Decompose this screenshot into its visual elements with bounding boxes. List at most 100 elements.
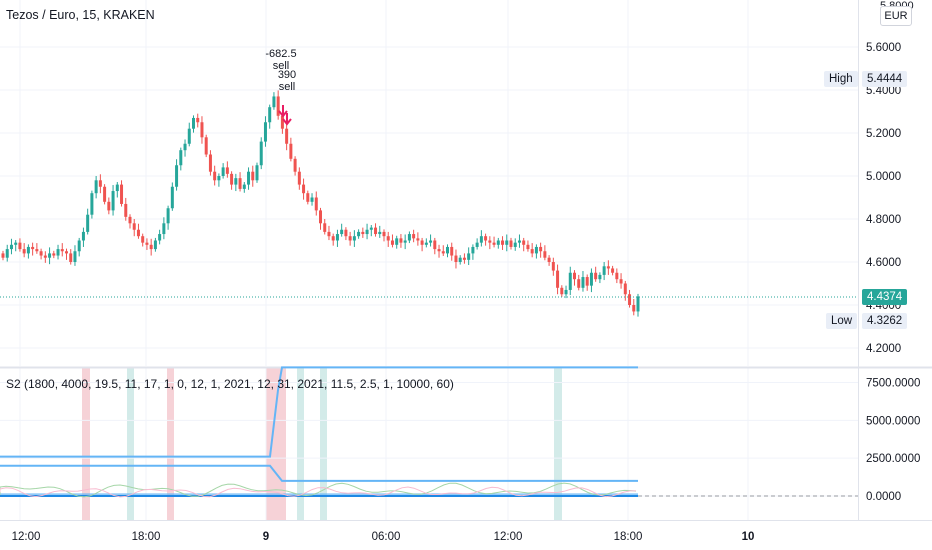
candle-body	[437, 249, 441, 252]
candle-up	[115, 182, 119, 198]
price-tick: 4.8000	[866, 214, 901, 226]
candle-body	[43, 255, 47, 258]
candle-body	[446, 246, 449, 254]
highlight-band	[167, 368, 174, 520]
candle-body	[429, 240, 433, 243]
indicator-tick: 7500.0000	[866, 378, 920, 390]
candle-up	[158, 229, 162, 245]
candle-body	[560, 287, 564, 295]
time-tick: 18:00	[132, 531, 161, 543]
price-tick: 5.2000	[866, 128, 901, 140]
price-tick: 5.0000	[866, 171, 901, 183]
candle-down	[462, 253, 466, 264]
candle-body	[568, 272, 572, 290]
candle-up	[357, 229, 361, 239]
candle-body	[628, 294, 632, 305]
candle-body	[77, 240, 81, 252]
candle-down	[344, 227, 348, 241]
indicator-tick: 5000.0000	[866, 415, 920, 427]
candle-up	[175, 159, 179, 191]
candle-body	[479, 236, 483, 243]
candle-body	[416, 238, 420, 241]
candle-down	[433, 237, 437, 255]
candle-down	[306, 190, 310, 205]
candle-body	[65, 251, 68, 254]
candle-body	[594, 272, 598, 280]
candle-down	[1, 250, 5, 261]
candle-down	[204, 134, 208, 158]
candle-body	[365, 229, 369, 235]
candle-body	[357, 231, 361, 237]
candle-body	[424, 242, 428, 245]
candle-up	[94, 176, 98, 199]
highlight-band	[127, 368, 134, 520]
candle-body	[509, 240, 513, 247]
candle-down	[22, 243, 26, 258]
candle-body	[94, 180, 98, 194]
candle-up	[217, 173, 221, 187]
candle-body	[501, 240, 505, 245]
candle-body	[403, 240, 407, 243]
candle-down	[302, 178, 306, 200]
candle-body	[22, 249, 26, 254]
candle-down	[530, 243, 534, 258]
candle-body	[103, 186, 107, 202]
candle-body	[217, 176, 221, 181]
candle-down	[136, 223, 140, 239]
candle-body	[285, 128, 289, 144]
candle-down	[450, 242, 454, 261]
candle-body	[132, 223, 136, 230]
candle-body	[386, 236, 390, 241]
candle-body	[225, 167, 229, 174]
candle-down	[501, 236, 505, 250]
candle-body	[611, 268, 615, 273]
candle-down	[543, 245, 547, 261]
candle-body	[242, 184, 246, 189]
candle-up	[505, 234, 509, 252]
candle-down	[52, 250, 56, 259]
candle-body	[505, 240, 509, 245]
candle-body	[352, 236, 356, 241]
candle-body	[107, 201, 111, 211]
candle-up	[424, 238, 428, 248]
candle-body	[462, 257, 466, 260]
candle-body	[9, 244, 13, 250]
candle-body	[158, 234, 162, 241]
candle-up	[170, 182, 174, 211]
candle-down	[632, 298, 636, 316]
candle-down	[103, 184, 107, 205]
candle-body	[619, 279, 623, 284]
candle-body	[18, 242, 22, 250]
candle-down	[348, 231, 352, 246]
candle-body	[179, 150, 183, 166]
currency-badge[interactable]: EUR	[880, 6, 912, 26]
indicator-tick: 2500.0000	[866, 453, 920, 465]
candle-down	[141, 233, 145, 247]
candle-body	[213, 171, 217, 181]
low-label: Low	[826, 313, 858, 329]
candle-down	[441, 245, 445, 256]
candle-body	[56, 249, 60, 256]
candle-body	[335, 234, 339, 241]
candle-down	[65, 248, 68, 260]
candle-up	[192, 115, 195, 133]
candle-body	[310, 197, 314, 202]
candle-up	[5, 244, 9, 262]
candle-body	[488, 240, 492, 243]
candle-body	[60, 249, 64, 252]
candle-body	[81, 231, 85, 241]
candle-body	[382, 231, 386, 237]
candle-down	[297, 167, 301, 190]
chart-title: Tezos / Euro, 15, KRAKEN	[6, 8, 155, 22]
candle-body	[141, 236, 145, 243]
candle-down	[43, 251, 47, 263]
candle-up	[636, 293, 640, 317]
candle-up	[458, 255, 462, 265]
candle-up	[26, 244, 30, 259]
candle-body	[259, 141, 263, 166]
candle-body	[513, 242, 517, 247]
candle-up	[187, 122, 191, 147]
candle-down	[145, 238, 149, 250]
candle-body	[14, 242, 18, 245]
